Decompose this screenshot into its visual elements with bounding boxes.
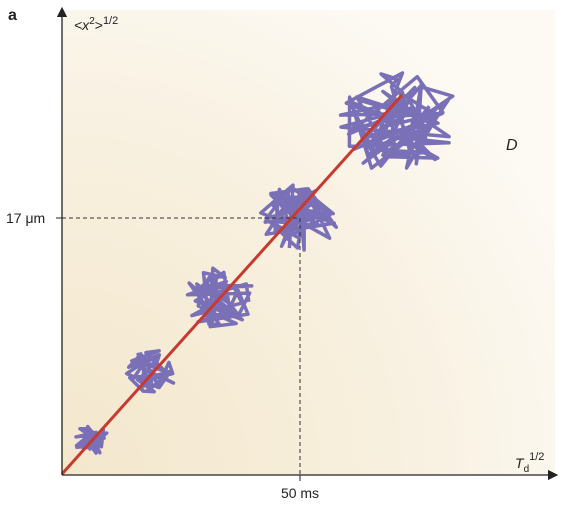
curve-label: D <box>506 137 518 154</box>
plot-background <box>62 10 555 475</box>
x-label-subscript: d <box>524 464 530 475</box>
random-walk <box>338 71 455 170</box>
random-walk <box>185 266 254 329</box>
y-label-square: 2 <box>89 16 95 27</box>
x-marker-label: 50 ms <box>281 485 319 501</box>
x-axis-label: Td1/2 <box>515 451 544 475</box>
y-axis-label: <x2>1/2 <box>74 15 118 33</box>
panel-label: a <box>8 7 17 24</box>
y-label-base: <x <box>74 17 90 33</box>
x-label-base: T <box>515 455 525 471</box>
fit-line <box>60 93 404 476</box>
random-walks <box>74 71 455 455</box>
random-walk <box>74 424 109 455</box>
random-walk <box>124 349 176 394</box>
random-walk <box>259 183 339 252</box>
y-label-power: 1/2 <box>103 15 118 27</box>
y-label-close: > <box>95 17 103 33</box>
y-marker-label: 17 μm <box>6 210 45 226</box>
x-label-power: 1/2 <box>529 451 544 463</box>
